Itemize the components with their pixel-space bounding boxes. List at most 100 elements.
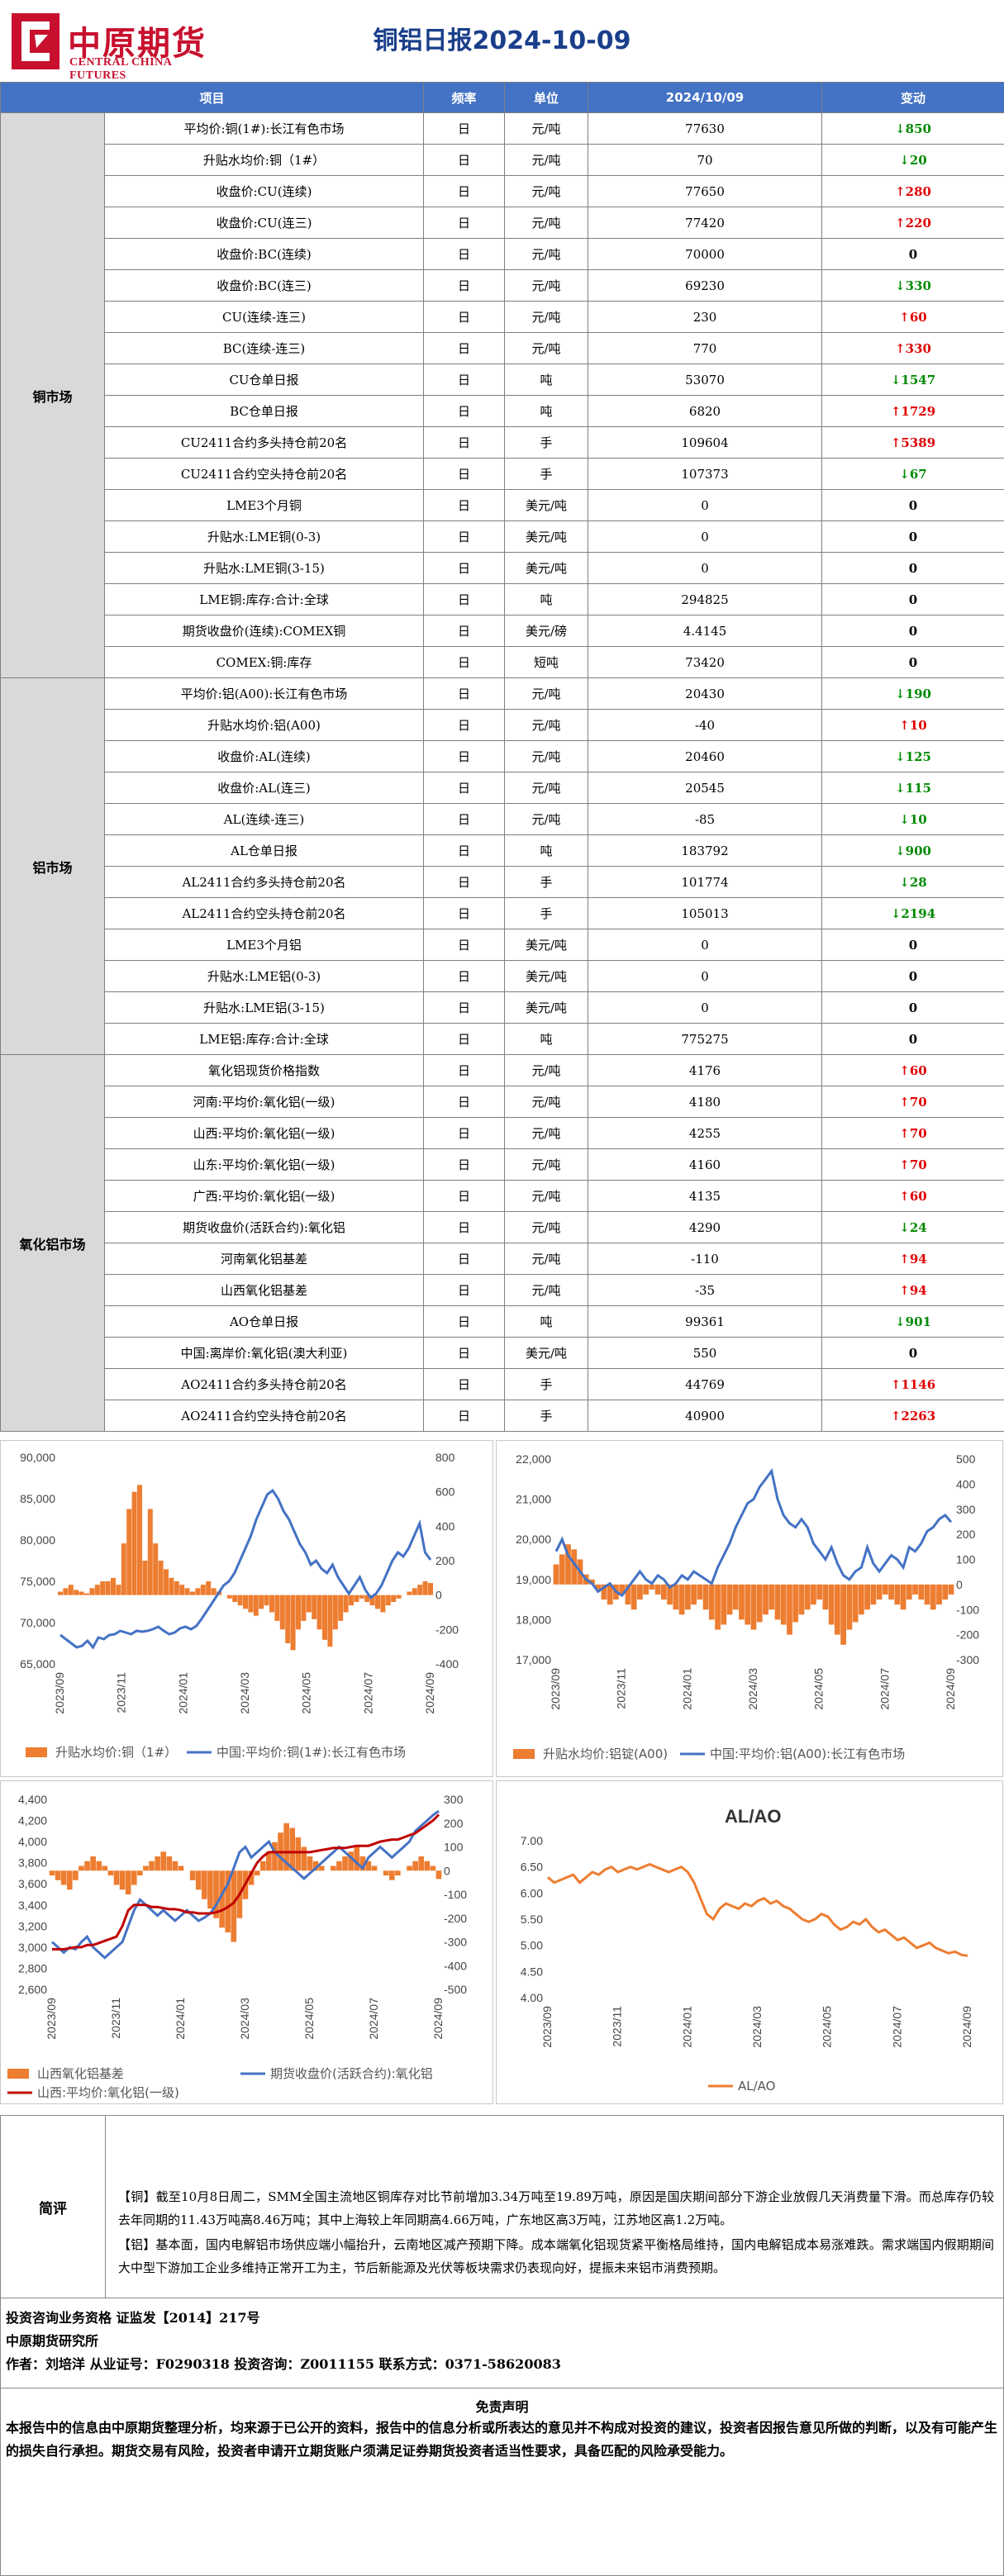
frequency-cell: 日 — [424, 710, 505, 741]
chart-bar — [768, 1585, 774, 1609]
chart-bar — [407, 1592, 412, 1595]
change-cell: ↑10 — [822, 710, 1004, 741]
y2-tick-label: -100 — [956, 1603, 979, 1616]
chart-bar — [179, 1585, 184, 1595]
arrow-down-icon: ↓ — [895, 687, 906, 701]
chart-bar — [296, 1837, 302, 1870]
frequency-cell: 日 — [424, 615, 505, 647]
change-cell: 0 — [822, 521, 1004, 553]
item-cell: 升贴水:LME铝(0-3) — [105, 961, 424, 992]
y-tick-label: 4.00 — [521, 1991, 543, 2004]
change-cell: 0 — [822, 615, 1004, 647]
value-cell: 230 — [588, 302, 822, 333]
change-cell: ↑330 — [822, 333, 1004, 364]
x-tick-label: 2024/09 — [431, 1998, 445, 2040]
change-value: 60 — [910, 310, 927, 325]
x-tick-label: 2023/09 — [53, 1672, 66, 1714]
chart-bar — [697, 1585, 702, 1599]
frequency-cell: 日 — [424, 898, 505, 929]
x-tick-label: 2023/11 — [115, 1672, 128, 1713]
chart-bar — [79, 1592, 84, 1595]
unit-cell: 元/吨 — [505, 1086, 588, 1118]
chart-bar — [864, 1585, 870, 1609]
y2-tick-label: 300 — [956, 1503, 976, 1516]
unit-cell: 美元/吨 — [505, 553, 588, 584]
chart-series-line — [60, 1490, 431, 1647]
chart-bar — [280, 1595, 285, 1630]
chart-bar — [715, 1585, 721, 1630]
legend-label: AL/AO — [738, 2079, 775, 2094]
chart-bar — [397, 1595, 402, 1599]
report-footer: 投资咨询业务资格 证监发【2014】217号 中原期货研究所 作者：刘培洋 从业… — [0, 2297, 1004, 2576]
chart-bar — [61, 1870, 67, 1884]
item-cell: 山东:平均价:氧化铝(一级) — [105, 1149, 424, 1181]
value-cell: 99361 — [588, 1306, 822, 1338]
chart-bar — [254, 1595, 259, 1616]
y-tick-label: 7.00 — [521, 1834, 543, 1847]
y-tick-label: 21,000 — [516, 1493, 551, 1506]
value-cell: 770 — [588, 333, 822, 364]
unit-cell: 美元/吨 — [505, 521, 588, 553]
chart-bar — [870, 1585, 876, 1604]
x-tick-label: 2023/11 — [615, 1668, 628, 1709]
item-cell: 升贴水均价:铜（1#） — [105, 145, 424, 176]
change-value: 220 — [906, 216, 931, 231]
chart-bar — [811, 1585, 816, 1604]
market-group-label: 铝市场 — [1, 678, 105, 1055]
x-tick-label: 2024/09 — [944, 1668, 957, 1710]
chart-bar — [248, 1595, 253, 1613]
chart-bar — [418, 1856, 424, 1870]
y2-tick-label: -400 — [435, 1657, 459, 1671]
change-value: 0 — [909, 969, 917, 984]
chart-bar — [840, 1585, 846, 1645]
x-tick-label: 2024/05 — [302, 1998, 316, 2040]
chart-bar — [100, 1581, 105, 1595]
chart-bar — [792, 1585, 798, 1623]
chart-bar — [380, 1595, 385, 1613]
chart-bar — [739, 1585, 745, 1620]
chart-bar — [391, 1595, 396, 1602]
x-tick-label: 2024/03 — [238, 1672, 251, 1714]
chart-bar — [274, 1595, 279, 1621]
chart-bar — [354, 1847, 359, 1871]
chart-bar — [108, 1870, 114, 1875]
chart-bar — [925, 1585, 930, 1604]
chart-bar — [114, 1870, 120, 1884]
y2-tick-label: 600 — [435, 1485, 455, 1499]
copper-commentary: 【铜】截至10月8日周二，SMM全国主流地区铜库存对比节前增加3.34万吨至19… — [118, 2185, 994, 2231]
chart-bar — [354, 1595, 359, 1602]
commentary-section: 简评 【铜】截至10月8日周二，SMM全国主流地区铜库存对比节前增加3.34万吨… — [0, 2115, 1004, 2298]
arrow-up-icon: ↑ — [899, 1095, 910, 1110]
chart-bar — [853, 1585, 859, 1623]
market-group-label: 铜市场 — [1, 113, 105, 678]
item-cell: COMEX:铜:库存 — [105, 647, 424, 678]
chart-bar — [201, 1585, 206, 1595]
chart-bar — [96, 1861, 102, 1871]
y2-tick-label: 0 — [435, 1589, 442, 1602]
frequency-cell: 日 — [424, 145, 505, 176]
column-header-unit: 单位 — [505, 83, 588, 113]
chart-bar — [178, 1866, 184, 1871]
legend-label: 山西:平均价:氧化铝(一级) — [37, 2085, 179, 2100]
arrow-up-icon: ↑ — [895, 341, 906, 356]
frequency-cell: 日 — [424, 804, 505, 835]
value-cell: 4160 — [588, 1149, 822, 1181]
y-tick-label: 85,000 — [20, 1492, 55, 1505]
change-cell: ↑70 — [822, 1149, 1004, 1181]
arrow-up-icon: ↑ — [899, 1063, 910, 1078]
arrow-down-icon: ↓ — [899, 1220, 910, 1235]
chart-bar — [131, 1870, 137, 1884]
chart-bar — [190, 1592, 195, 1595]
arrow-down-icon: ↓ — [895, 121, 906, 136]
change-value: 190 — [906, 687, 931, 701]
y2-tick-label: 500 — [956, 1452, 976, 1466]
